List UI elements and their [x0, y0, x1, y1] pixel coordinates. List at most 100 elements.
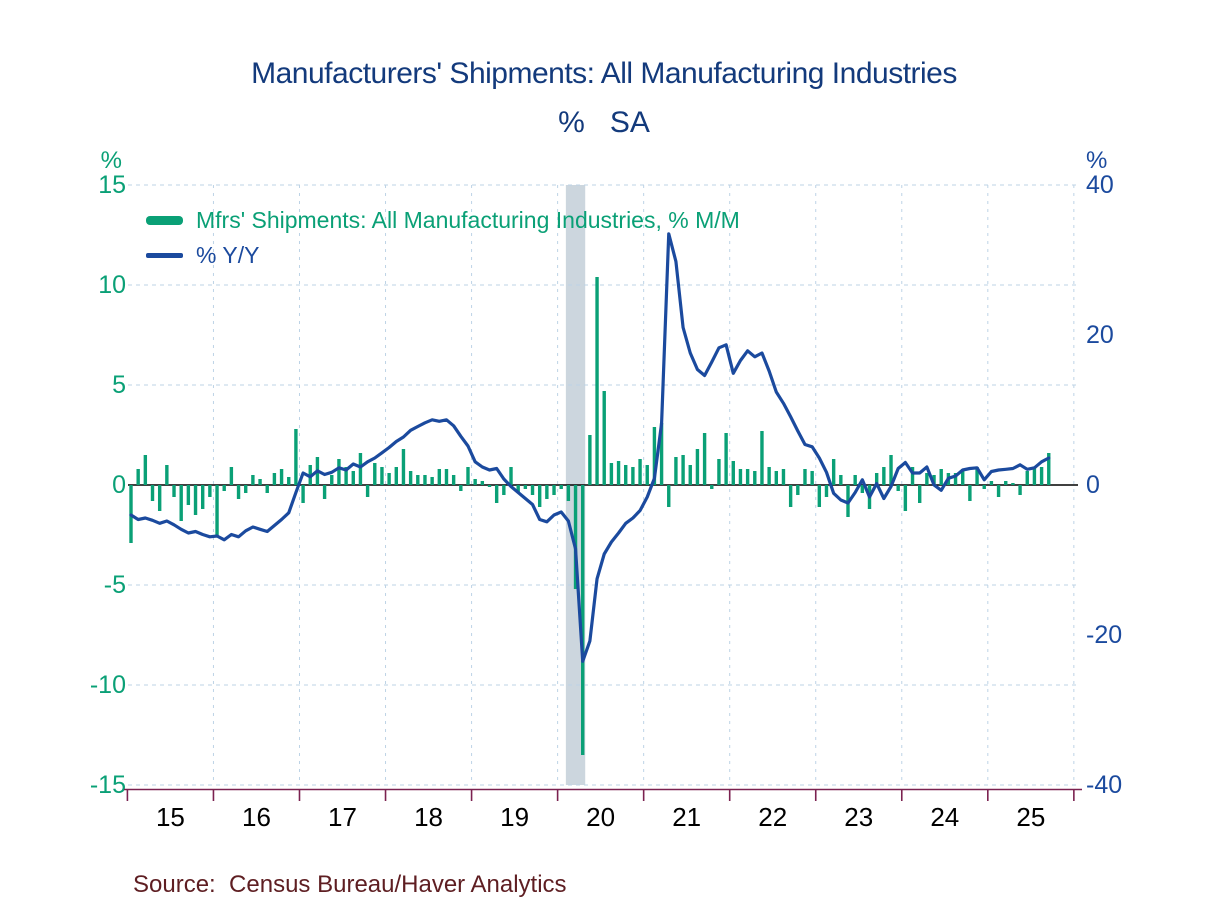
x-axis-year-label: 21: [672, 802, 701, 832]
mm-bar: [401, 449, 406, 485]
legend-item-yy-line: % Y/Y: [146, 238, 740, 273]
mm-bar: [494, 485, 499, 503]
mm-bar: [961, 469, 965, 485]
mm-bar: [982, 485, 986, 489]
mm-bar: [559, 485, 563, 489]
mm-bar: [509, 467, 513, 485]
legend-label-mm: Mfrs' Shipments: All Manufacturing Indus…: [196, 207, 740, 233]
mm-bar: [344, 467, 348, 485]
mm-bar: [810, 471, 814, 485]
mm-bar: [229, 467, 234, 485]
mm-bar: [358, 453, 363, 485]
mm-bar: [208, 485, 212, 497]
mm-bar: [839, 475, 843, 485]
mm-bar: [502, 485, 506, 495]
mm-bar: [172, 485, 176, 497]
mm-bar: [710, 485, 714, 489]
mm-bar: [387, 473, 391, 485]
mm-bar: [595, 277, 599, 485]
mm-bar: [157, 485, 162, 511]
x-axis-year-label: 25: [1016, 802, 1045, 832]
mm-bar: [767, 467, 771, 485]
mm-bar: [451, 475, 456, 485]
mm-bar: [588, 435, 592, 485]
mm-bar: [774, 471, 778, 485]
mm-bar: [1018, 485, 1022, 495]
mm-bar: [688, 465, 692, 485]
right-axis-tick-label: 20: [1086, 321, 1114, 349]
mm-bar: [179, 485, 183, 521]
mm-bar: [939, 469, 943, 485]
mm-bar: [516, 485, 520, 493]
x-axis-year-label: 24: [930, 802, 959, 832]
mm-bar: [803, 469, 807, 485]
mm-bar: [874, 473, 879, 485]
mm-bar: [896, 485, 900, 491]
mm-bar: [667, 485, 671, 507]
legend: Mfrs' Shipments: All Manufacturing Indus…: [146, 203, 740, 273]
chart-subtitle: % SA: [558, 106, 650, 139]
mm-bar: [616, 461, 621, 485]
mm-bar: [695, 449, 700, 485]
mm-bar: [473, 479, 477, 485]
mm-bar: [423, 475, 427, 485]
mm-bar: [351, 471, 355, 485]
mm-bar: [760, 431, 764, 485]
mm-bar: [853, 475, 857, 485]
mm-bar: [437, 469, 442, 485]
mm-bar: [609, 463, 614, 485]
x-axis-year-label: 17: [328, 802, 357, 832]
mm-bar: [537, 485, 542, 507]
mm-bar: [624, 465, 628, 485]
mm-bar: [602, 391, 606, 485]
left-axis-tick-label: -10: [90, 671, 126, 699]
mm-bar: [1047, 453, 1051, 485]
mm-bar: [215, 485, 219, 537]
legend-item-mm-bars: Mfrs' Shipments: All Manufacturing Indus…: [146, 203, 740, 238]
mm-bar: [1011, 483, 1015, 485]
mm-bar: [860, 485, 865, 493]
mm-bar: [337, 459, 341, 485]
mm-bar: [953, 473, 958, 485]
mm-bar: [796, 485, 800, 495]
mm-bar: [788, 485, 793, 507]
mm-bar: [251, 475, 255, 485]
mm-bar: [882, 467, 886, 485]
mm-bar: [136, 469, 140, 485]
left-axis-tick-label: -5: [104, 571, 126, 599]
left-axis-tick-label: 0: [112, 471, 126, 499]
x-axis-year-label: 19: [500, 802, 529, 832]
mm-bar: [968, 485, 972, 501]
mm-bar: [674, 457, 678, 485]
right-axis-tick-label: -40: [1086, 771, 1122, 799]
mm-bar: [480, 481, 485, 485]
right-axis-unit: %: [1086, 147, 1107, 174]
mm-bar: [373, 463, 377, 485]
right-axis-tick-label: 40: [1086, 171, 1114, 199]
mm-bar: [910, 467, 915, 485]
left-axis-tick-label: 10: [98, 271, 126, 299]
mm-bar: [552, 485, 556, 495]
mm-bar: [1039, 467, 1044, 485]
mm-bar: [150, 485, 155, 501]
chart-title: Manufacturers' Shipments: All Manufactur…: [251, 57, 957, 90]
mm-bar: [545, 485, 549, 499]
mm-bar: [932, 475, 936, 485]
mm-bar: [831, 459, 836, 485]
mm-bar: [330, 475, 334, 485]
mm-bar: [1004, 481, 1008, 485]
mm-bar: [925, 473, 929, 485]
x-axis-year-label: 15: [156, 802, 185, 832]
mm-bar: [265, 485, 269, 493]
mm-bar: [459, 485, 463, 491]
x-axis-year-label: 22: [758, 802, 787, 832]
mm-bar: [738, 469, 743, 485]
right-axis-tick-label: -20: [1086, 621, 1122, 649]
mm-bar: [143, 455, 148, 485]
mm-bar: [394, 467, 398, 485]
mm-bar: [903, 485, 908, 511]
mm-bar: [430, 477, 434, 485]
mm-bar: [731, 461, 735, 485]
mm-bar: [222, 485, 226, 491]
